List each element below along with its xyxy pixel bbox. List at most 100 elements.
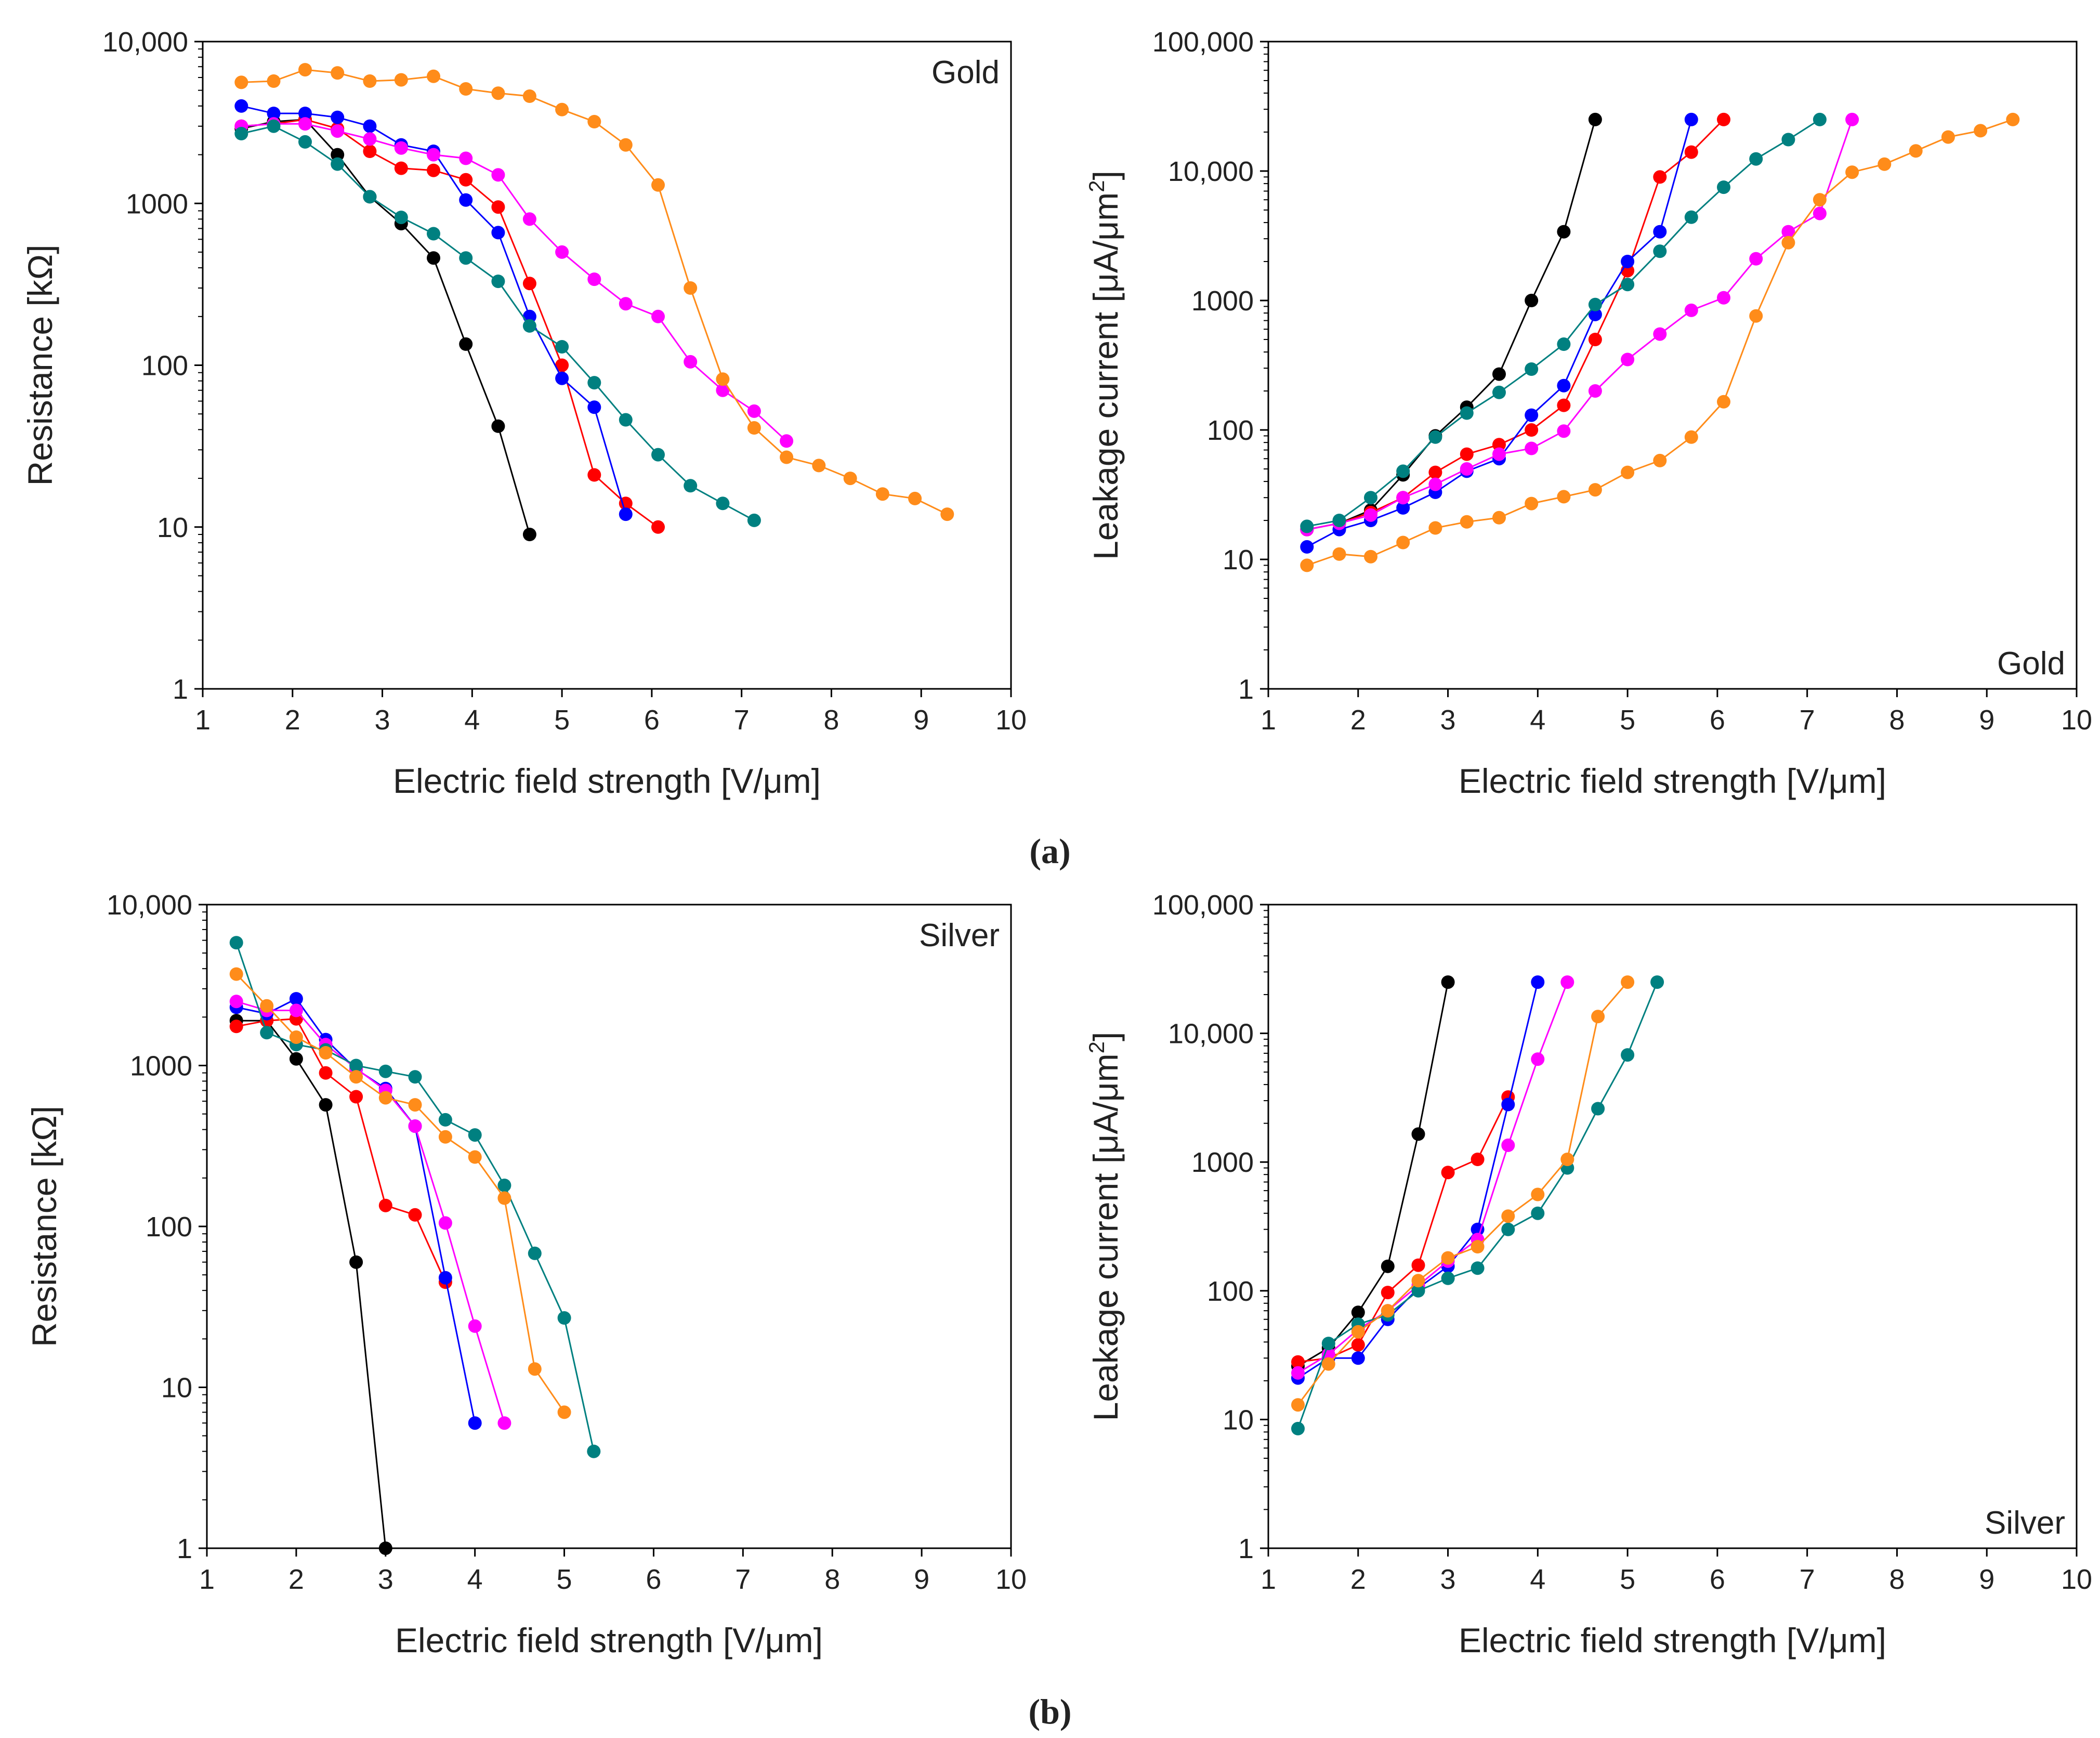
x-tick-label: 5 (1620, 704, 1635, 736)
data-point-blue (587, 400, 601, 414)
data-point-teal (557, 1311, 571, 1325)
x-tick-label: 7 (734, 704, 750, 736)
data-point-magenta (491, 168, 505, 182)
data-point-teal (747, 513, 761, 527)
data-point-teal (1525, 362, 1539, 376)
data-point-blue (234, 99, 248, 113)
caption-a: (a) (1029, 831, 1070, 871)
panel-label: Silver (919, 918, 1000, 953)
data-point-orange (557, 1405, 571, 1419)
data-point-teal (260, 1026, 274, 1040)
data-point-orange (331, 66, 345, 80)
data-point-magenta (1717, 291, 1730, 305)
data-point-orange (289, 1030, 303, 1044)
data-point-teal (1781, 133, 1795, 147)
data-point-orange (298, 63, 312, 77)
data-point-teal (234, 127, 248, 140)
data-point-teal (1557, 337, 1571, 351)
data-point-orange (229, 967, 243, 981)
x-tick-label: 10 (2061, 1564, 2092, 1595)
data-point-teal (522, 319, 536, 333)
data-point-teal (1441, 1271, 1455, 1285)
x-tick-label: 3 (1440, 704, 1456, 736)
data-point-teal (1471, 1261, 1485, 1275)
data-point-orange (1460, 515, 1474, 529)
y-axis-title: Leakage current [μA/μm2] (1084, 171, 1125, 560)
x-tick-label: 3 (1440, 1564, 1456, 1595)
data-point-magenta (684, 355, 698, 369)
data-point-red (1428, 465, 1442, 479)
data-point-magenta (394, 141, 408, 155)
x-tick-label: 1 (1261, 704, 1276, 736)
data-point-orange (1525, 496, 1539, 511)
data-point-magenta (1291, 1366, 1305, 1380)
y-tick-label: 10,000 (1168, 156, 1254, 187)
data-point-black (1351, 1305, 1365, 1319)
data-point-orange (1471, 1240, 1485, 1253)
data-point-black (1411, 1127, 1425, 1141)
chart-silver-resistance: 1 2 3 4 5 6 7 8 9 10 1 10 100 1000 10,000 Electric fiel… (25, 890, 1027, 1659)
x-tick-label: 1 (195, 704, 211, 736)
data-point-red (394, 161, 408, 175)
data-point-orange (267, 74, 281, 88)
data-point-magenta (298, 117, 312, 131)
data-point-magenta (747, 404, 761, 418)
data-point-red (522, 277, 536, 291)
data-point-orange (363, 74, 377, 88)
data-point-blue (267, 107, 281, 121)
chart-gold-resistance: 1 2 3 4 5 6 7 8 9 10 1 10 100 1000 10,000 Electric fiel… (21, 27, 1027, 800)
data-point-orange (1591, 1010, 1605, 1024)
data-point-blue (1531, 975, 1545, 989)
data-point-blue (1621, 255, 1635, 268)
data-point-orange (408, 1098, 422, 1112)
y-tick-label: 10,000 (107, 890, 192, 921)
data-point-magenta (1845, 112, 1859, 126)
x-tick-label: 5 (554, 704, 570, 736)
data-point-red (1684, 145, 1698, 159)
data-point-magenta (1557, 424, 1571, 438)
data-point-orange (587, 115, 601, 128)
y-tick-label: 10 (157, 512, 188, 543)
data-point-magenta (1684, 303, 1698, 317)
x-tick-label: 9 (1979, 1564, 1994, 1595)
data-point-teal (298, 135, 312, 149)
data-point-teal (1428, 430, 1442, 444)
data-point-blue (1471, 1222, 1485, 1236)
data-point-magenta (587, 272, 601, 286)
data-point-red (1717, 112, 1730, 126)
data-point-blue (1525, 408, 1539, 422)
data-point-orange (1501, 1209, 1515, 1223)
data-point-black (1557, 225, 1571, 239)
data-point-magenta (1621, 352, 1635, 367)
x-axis-title: Electric field strength [V/μm] (395, 1621, 823, 1659)
data-point-blue (1588, 307, 1602, 321)
series-teal (1291, 975, 1664, 1435)
data-point-blue (331, 110, 345, 124)
data-point-orange (1291, 1398, 1305, 1412)
data-point-magenta (1781, 225, 1795, 239)
y-axis-title: Resistance [kΩ] (25, 1106, 63, 1347)
data-point-teal (587, 1444, 601, 1458)
x-tick-label: 6 (644, 704, 660, 736)
data-point-blue (1653, 225, 1667, 239)
data-point-orange (234, 75, 248, 89)
x-tick-label: 7 (735, 1564, 751, 1595)
data-point-teal (1621, 278, 1635, 292)
data-point-red (378, 1198, 392, 1212)
x-tick-label: 10 (2061, 704, 2092, 736)
y-tick-label: 1000 (126, 188, 188, 219)
data-point-black (331, 148, 345, 162)
data-point-red (427, 163, 440, 177)
data-point-blue (459, 193, 473, 207)
x-tick-label: 10 (995, 1564, 1027, 1595)
series-magenta (234, 117, 794, 448)
data-point-orange (2006, 112, 2020, 126)
data-point-orange (1974, 124, 1988, 138)
data-point-orange (349, 1070, 363, 1084)
data-point-orange (528, 1362, 542, 1376)
data-point-orange (459, 82, 473, 96)
panel-label: Gold (1997, 646, 2065, 682)
y-tick-label: 10,000 (1168, 1018, 1254, 1050)
data-point-red (1471, 1153, 1485, 1166)
